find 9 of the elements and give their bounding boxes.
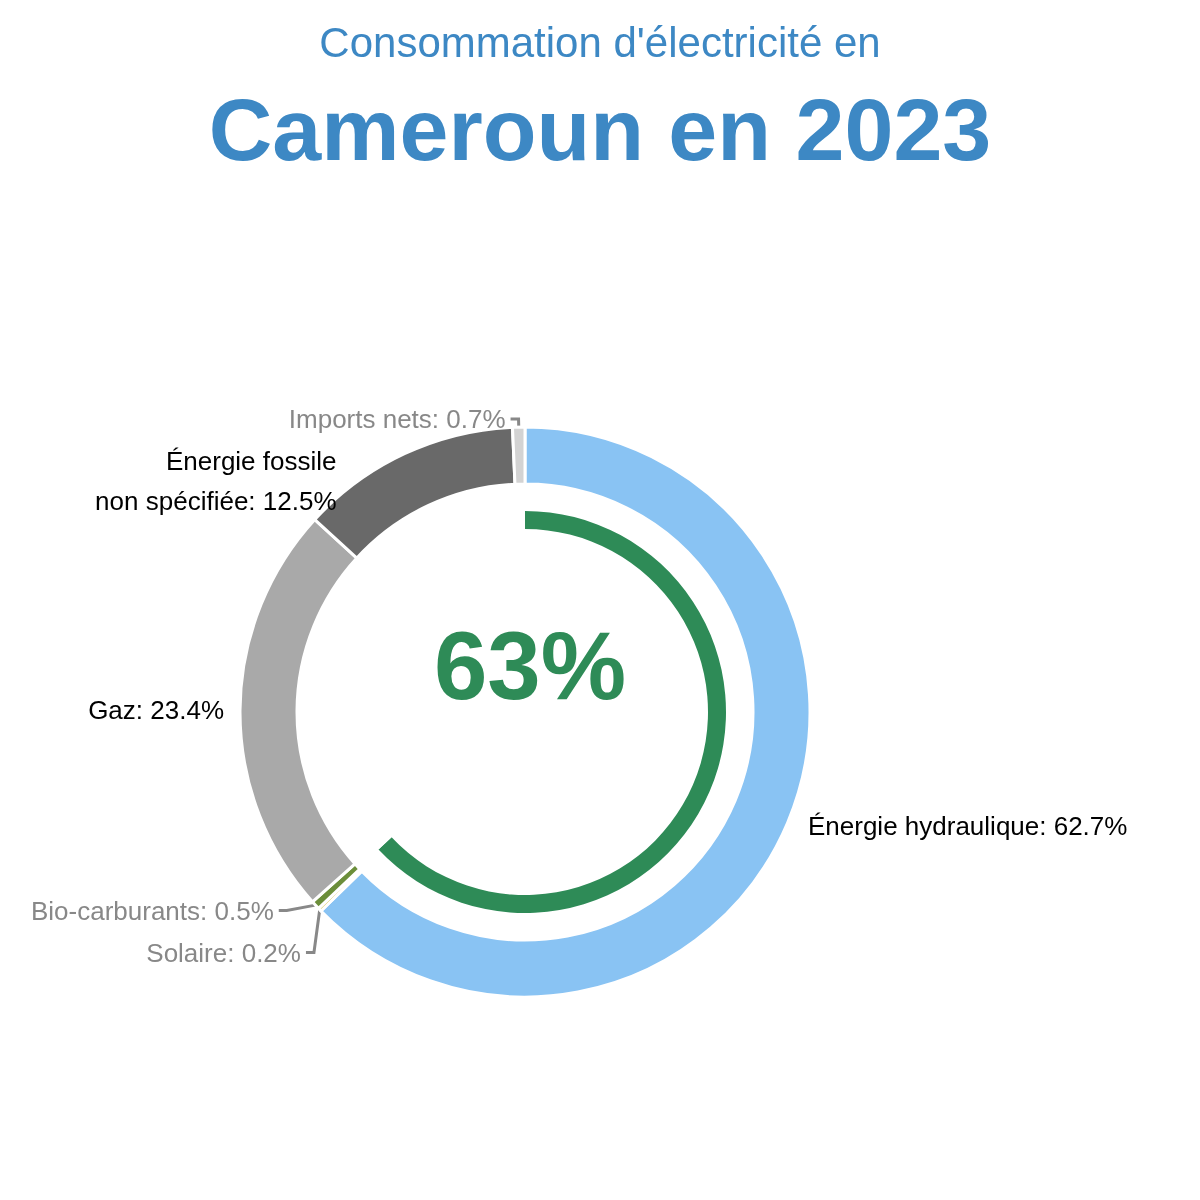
chart-title: Cameroun en 2023 [208, 79, 992, 179]
slice-label: Bio-carburants: 0.5% [30, 895, 274, 926]
slice-label: Énergie hydraulique: 62.7% [807, 810, 1128, 841]
slice-label: Gaz: 23.4% [88, 695, 225, 726]
slice-label: Solaire: 0.2% [146, 937, 301, 968]
slice-label: Imports nets: 0.7% [288, 404, 506, 435]
chart-subtitle: Consommation d'électricité en [319, 18, 881, 66]
text: 63% [433, 611, 627, 719]
slice-label: Énergie fossile non spécifiée: 12.5% [95, 446, 337, 517]
